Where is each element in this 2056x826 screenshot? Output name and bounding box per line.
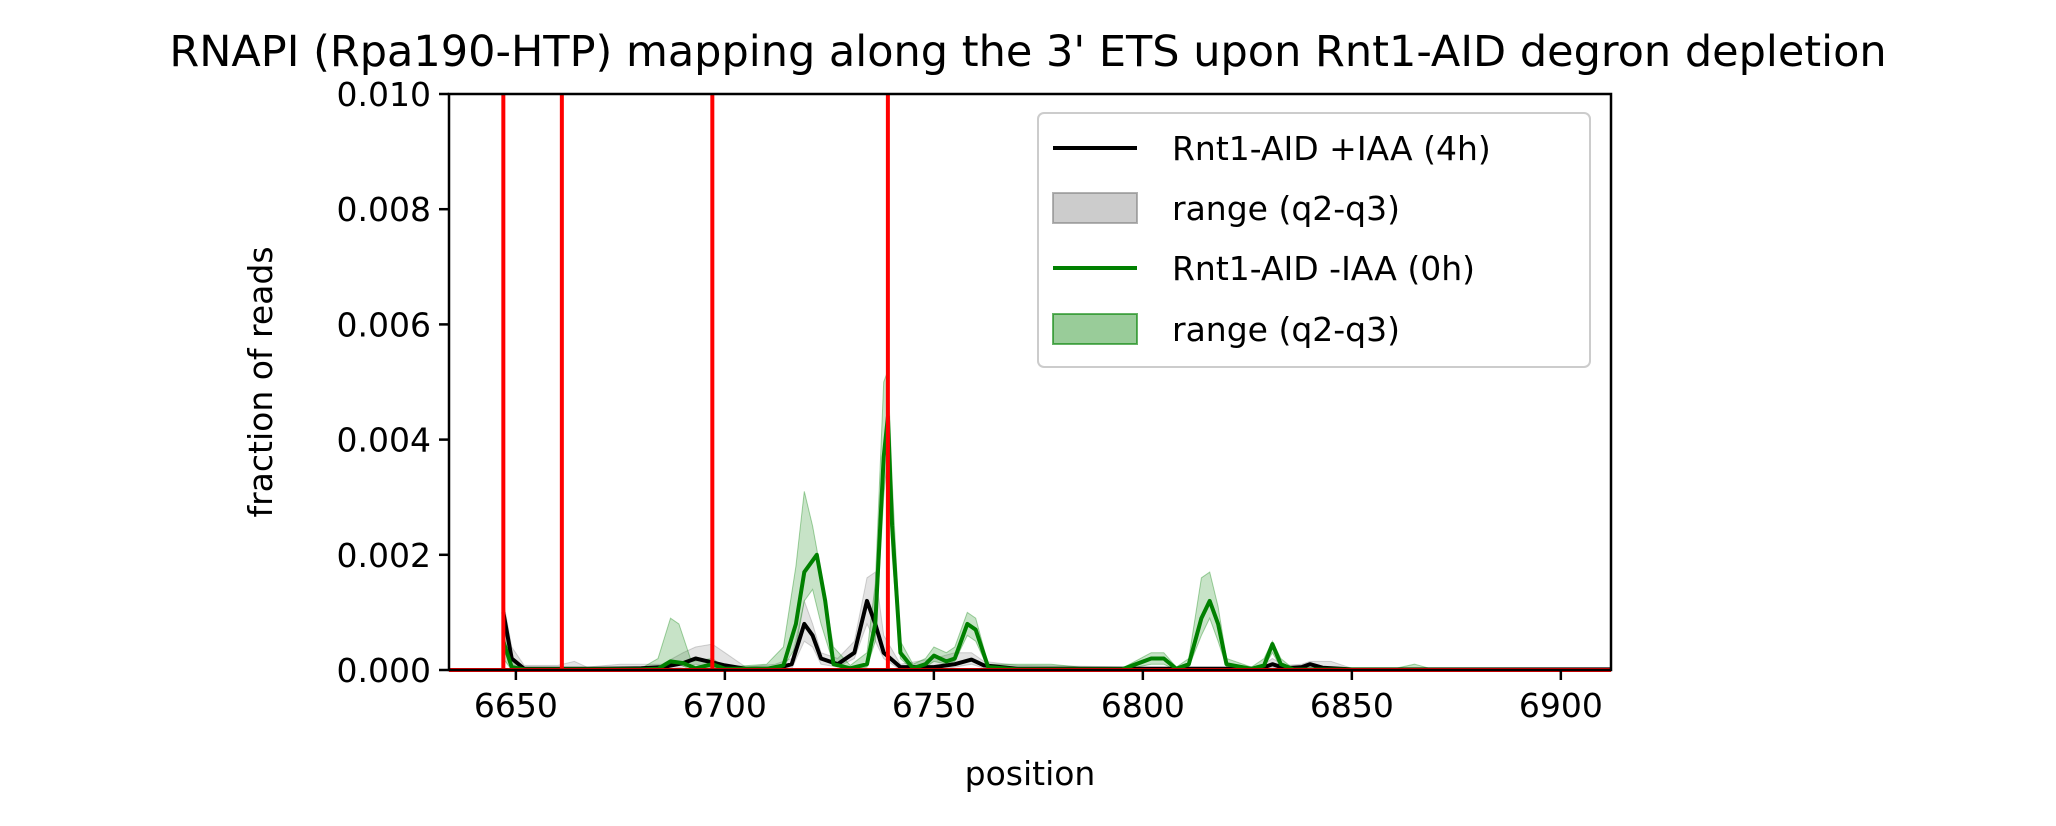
y-tick-label-3: 0.006 xyxy=(337,305,431,344)
legend: Rnt1-AID +IAA (4h) range (q2-q3) Rnt1-AI… xyxy=(1037,112,1591,368)
y-axis-label: fraction of reads xyxy=(241,246,280,517)
legend-patch-minus-iaa-range xyxy=(1052,313,1138,345)
legend-label-plus-iaa: Rnt1-AID +IAA (4h) xyxy=(1172,129,1491,168)
y-tick-label-2: 0.004 xyxy=(337,421,431,460)
band-1 xyxy=(502,370,1611,670)
legend-label-plus-iaa-range: range (q2-q3) xyxy=(1172,189,1400,228)
x-tick-label-2: 6750 xyxy=(892,686,976,725)
x-tick-label-0: 6650 xyxy=(474,686,558,725)
legend-patch-plus-iaa-range xyxy=(1052,192,1138,224)
chart-title: RNAPI (Rpa190-HTP) mapping along the 3' … xyxy=(169,27,1886,77)
x-tick-label-1: 6700 xyxy=(683,686,767,725)
plot-frame xyxy=(447,92,1613,672)
x-axis-label: position xyxy=(965,754,1096,793)
y-tick-label-5: 0.010 xyxy=(337,75,431,114)
series-line-1 xyxy=(501,414,1611,670)
y-tick-label-4: 0.008 xyxy=(337,190,431,229)
y-axis: 0.000 0.002 0.004 0.006 0.008 0.010 xyxy=(337,75,449,690)
plot-area: 6650 6700 6750 6800 6850 6900 0.000 0.002 0.004… xyxy=(337,75,1613,725)
x-tick-label-5: 6900 xyxy=(1519,686,1603,725)
legend-label-minus-iaa-range: range (q2-q3) xyxy=(1172,310,1400,349)
legend-frame xyxy=(1037,112,1591,368)
x-tick-label-4: 6850 xyxy=(1310,686,1394,725)
band-0 xyxy=(502,571,1611,670)
bands-layer xyxy=(502,370,1611,670)
x-axis: 6650 6700 6750 6800 6850 6900 xyxy=(474,670,1603,725)
x-tick-label-3: 6800 xyxy=(1101,686,1185,725)
lines-layer xyxy=(501,414,1611,670)
legend-label-minus-iaa: Rnt1-AID -IAA (0h) xyxy=(1172,249,1475,288)
y-tick-label-1: 0.002 xyxy=(337,536,431,575)
y-tick-label-0: 0.000 xyxy=(337,651,431,690)
